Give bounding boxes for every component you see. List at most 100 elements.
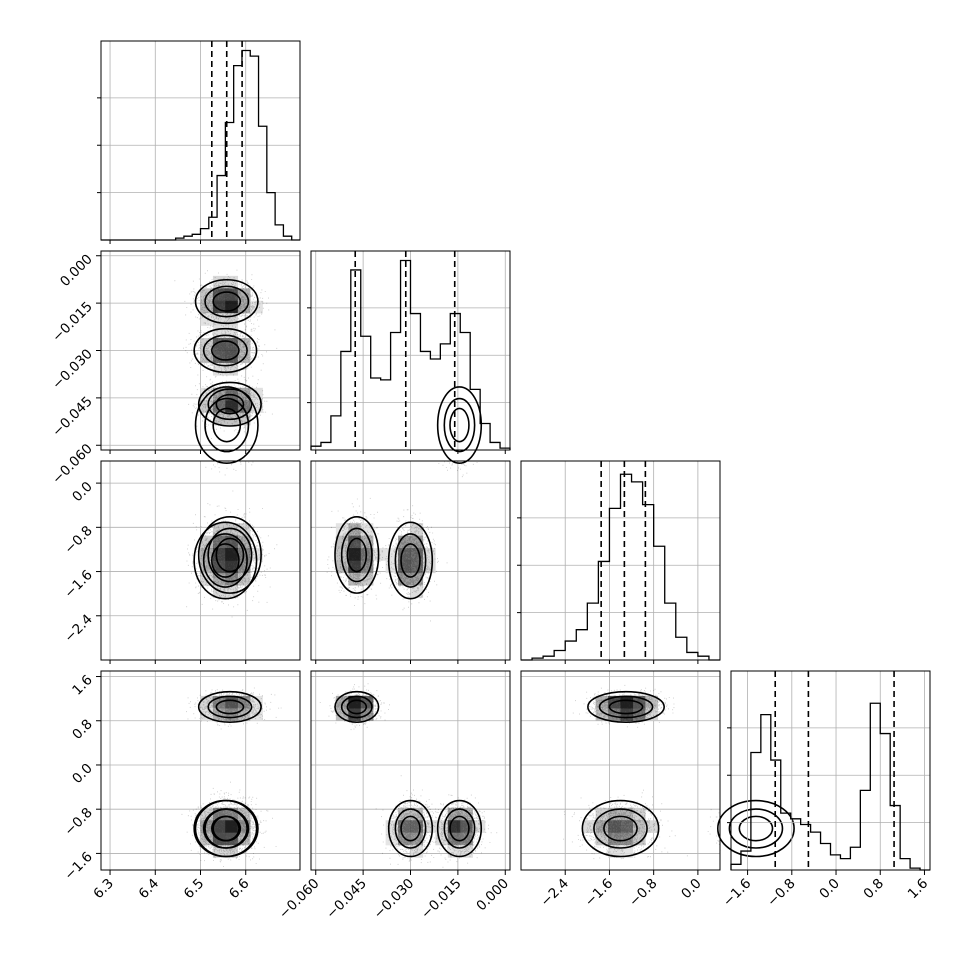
density-cell bbox=[237, 695, 251, 709]
contour-0-1 bbox=[443, 397, 476, 453]
contour-0-1 bbox=[204, 397, 250, 453]
density-cell bbox=[360, 523, 374, 536]
contour-2-1 bbox=[340, 527, 373, 583]
contour-0-2 bbox=[449, 407, 470, 443]
contour-1-2 bbox=[211, 543, 240, 578]
density-cell bbox=[595, 832, 609, 846]
density-cell bbox=[237, 807, 251, 821]
contour-2-2 bbox=[215, 393, 245, 415]
x-tick-label: 0.0 bbox=[816, 876, 843, 903]
contour-1-0 bbox=[387, 799, 434, 858]
contour-2-2 bbox=[215, 537, 245, 573]
density-cell bbox=[360, 560, 374, 574]
x-tick-label: 1.6 bbox=[905, 876, 932, 903]
contour-2-2 bbox=[346, 699, 368, 715]
contour-0-2 bbox=[212, 291, 242, 312]
contour-1-0 bbox=[387, 521, 434, 600]
contour-1-1 bbox=[593, 808, 648, 849]
contour-1-1 bbox=[394, 808, 427, 849]
x-tick-label: −0.8 bbox=[626, 876, 660, 910]
contour-1-2 bbox=[211, 340, 240, 361]
y-tick-label: −0.030 bbox=[49, 346, 96, 393]
y-tick-label: −1.6 bbox=[61, 849, 95, 883]
density-cell bbox=[225, 400, 239, 413]
x-tick-label: −1.6 bbox=[720, 876, 754, 910]
x-tick-label: −0.030 bbox=[371, 876, 418, 923]
contour-2-2 bbox=[346, 537, 368, 573]
density-cell bbox=[212, 708, 226, 721]
density-cell bbox=[620, 820, 634, 833]
y-tick-label: 1.6 bbox=[69, 672, 96, 699]
density-cell bbox=[212, 560, 226, 574]
contour-1-2 bbox=[400, 543, 421, 578]
density-cell bbox=[608, 820, 621, 833]
y-tick-label: 0.8 bbox=[69, 716, 96, 743]
y-tick-label: −0.015 bbox=[49, 299, 96, 346]
density-cell bbox=[632, 832, 646, 846]
panel-3-3 bbox=[727, 670, 931, 875]
contour-0-1 bbox=[443, 808, 476, 849]
y-tick-label: −1.6 bbox=[61, 567, 95, 601]
panel-frame bbox=[520, 460, 721, 661]
density-cell bbox=[348, 572, 361, 586]
y-tick-label: −0.8 bbox=[61, 805, 95, 839]
y-tick-label: −0.045 bbox=[49, 393, 96, 440]
density-cell bbox=[212, 820, 226, 833]
histogram-2 bbox=[521, 473, 720, 661]
contour-2-2 bbox=[215, 699, 245, 715]
contour-2-1 bbox=[598, 695, 654, 719]
density-cell bbox=[237, 300, 251, 314]
contour-1-1 bbox=[202, 808, 248, 849]
density-cell bbox=[608, 832, 621, 846]
density-cell bbox=[472, 820, 486, 833]
density-cell bbox=[225, 695, 239, 709]
contour-0-0 bbox=[716, 799, 795, 858]
density-cell bbox=[237, 572, 251, 586]
density-cell bbox=[225, 820, 239, 833]
contour-2-1 bbox=[340, 695, 373, 719]
density-cell bbox=[212, 387, 226, 401]
x-tick-label: 6.5 bbox=[181, 876, 208, 903]
panel-frame bbox=[520, 670, 721, 871]
contour-2-0 bbox=[334, 516, 380, 594]
contour-0-0 bbox=[194, 386, 259, 465]
density-cell bbox=[335, 708, 349, 721]
density-cell bbox=[225, 585, 239, 599]
y-tick-label: −0.8 bbox=[61, 523, 95, 557]
density-cell bbox=[348, 560, 361, 574]
density-cell bbox=[460, 820, 473, 833]
contour-0-0 bbox=[436, 386, 483, 465]
contour-2-2 bbox=[608, 699, 644, 715]
density-cell bbox=[645, 695, 659, 709]
x-tick-label: 6.6 bbox=[226, 876, 253, 903]
panel-2-2 bbox=[517, 460, 721, 664]
contour-2-1 bbox=[207, 388, 253, 421]
x-tick-label: −0.060 bbox=[276, 876, 323, 923]
y-tick-label: 0.000 bbox=[57, 251, 96, 290]
x-tick-label: −1.6 bbox=[582, 876, 616, 910]
density-cell bbox=[348, 548, 361, 561]
panel-3-0 bbox=[96, 670, 301, 875]
x-tick-label: −0.015 bbox=[418, 876, 465, 923]
x-tick-label: −0.045 bbox=[323, 876, 370, 923]
contour-0-2 bbox=[449, 815, 470, 842]
density-cell bbox=[398, 832, 411, 846]
contour-2-1 bbox=[207, 695, 253, 719]
contour-2-0 bbox=[197, 690, 262, 723]
density-cell bbox=[645, 820, 659, 833]
panel-2-1 bbox=[310, 386, 511, 664]
density-cell bbox=[212, 275, 226, 289]
density-cell bbox=[373, 548, 386, 561]
contour-0-0 bbox=[436, 799, 483, 858]
contour-0-0 bbox=[194, 278, 259, 325]
x-tick-label: −2.4 bbox=[538, 876, 572, 910]
panel-3-2 bbox=[520, 670, 795, 875]
x-tick-label: 0.000 bbox=[473, 876, 512, 915]
density-cell bbox=[620, 695, 634, 709]
density-cell bbox=[225, 548, 239, 561]
panel-3-1 bbox=[310, 670, 511, 875]
contour-1-0 bbox=[193, 327, 258, 374]
panel-0-0 bbox=[97, 40, 301, 244]
panel-frame bbox=[730, 670, 931, 871]
x-tick-label: 6.4 bbox=[136, 876, 163, 903]
